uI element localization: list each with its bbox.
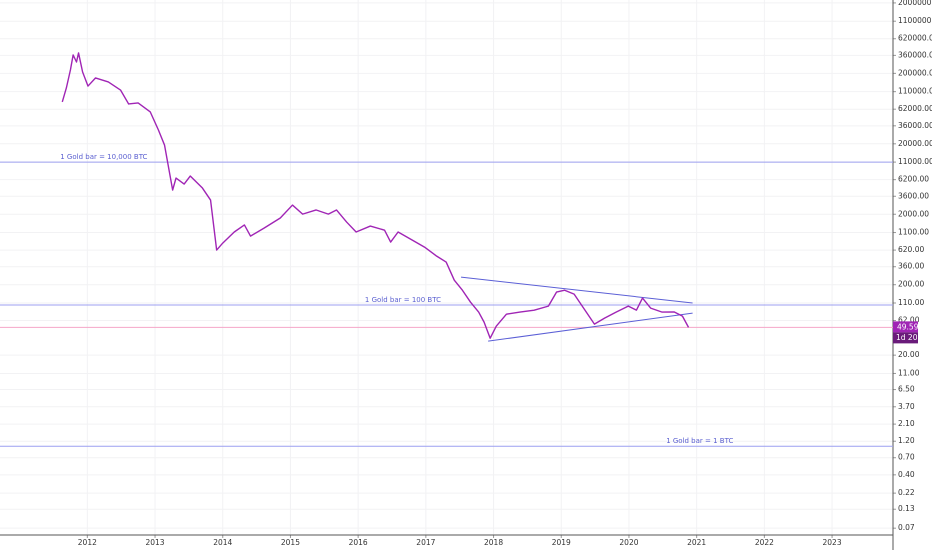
annotation-label: 1 Gold bar = 1 BTC — [666, 437, 733, 445]
x-tick-label: 2022 — [755, 538, 774, 547]
x-tick-label: 2023 — [823, 538, 842, 547]
y-tick-label: 110000.00 — [898, 87, 932, 96]
y-tick-label: 620000.00 — [898, 34, 932, 43]
y-tick-label: 6.50 — [898, 385, 915, 394]
y-tick-label: 360000.00 — [898, 50, 932, 59]
x-tick-label: 2012 — [78, 538, 97, 547]
price-tag-label: 49.59 — [897, 322, 919, 331]
y-tick-label: 20.00 — [898, 350, 920, 359]
x-tick-label: 2020 — [619, 538, 638, 547]
x-tick-label: 2021 — [687, 538, 706, 547]
price-series — [61, 52, 690, 339]
y-tick-label: 360.00 — [898, 262, 924, 271]
y-tick-label: 11000.00 — [898, 157, 932, 166]
annotation-label: 1 Gold bar = 100 BTC — [365, 296, 441, 304]
y-tick-label: 200.00 — [898, 280, 924, 289]
y-tick-label: 20000.00 — [898, 139, 932, 148]
countdown-label: 1d 20h — [896, 333, 922, 342]
y-tick-label: 6200.00 — [898, 175, 929, 184]
y-tick-label: 0.70 — [898, 453, 915, 462]
annotation-label: 1 Gold bar = 10,000 BTC — [60, 153, 147, 161]
y-tick-label: 1100.00 — [898, 228, 929, 237]
countdown-tag — [893, 332, 918, 344]
y-tick-label: 110.00 — [898, 298, 924, 307]
y-tick-label: 62000.00 — [898, 104, 932, 113]
y-tick-label: 11.00 — [898, 368, 920, 377]
y-tick-label: 36000.00 — [898, 121, 932, 130]
trendline — [461, 276, 693, 304]
trendline — [488, 312, 693, 342]
x-tick-label: 2019 — [552, 538, 571, 547]
x-tick-label: 2017 — [416, 538, 435, 547]
y-tick-label: 1100000.00 — [898, 16, 932, 25]
y-tick-label: 3.70 — [898, 402, 915, 411]
y-tick-label: 2000.00 — [898, 209, 929, 218]
y-tick-label: 3600.00 — [898, 191, 929, 200]
y-tick-label: 62.00 — [898, 316, 920, 325]
x-tick-label: 2015 — [281, 538, 300, 547]
y-tick-label: 0.07 — [898, 523, 915, 532]
y-tick-label: 200000.00 — [898, 68, 932, 77]
y-tick-label: 2000000.00 — [898, 0, 932, 7]
y-tick-label: 0.22 — [898, 488, 915, 497]
y-tick-label: 2.10 — [898, 419, 915, 428]
y-tick-label: 0.13 — [898, 504, 915, 513]
y-tick-label: 1.20 — [898, 436, 915, 445]
x-tick-label: 2013 — [145, 538, 164, 547]
y-tick-label: 620.00 — [898, 245, 924, 254]
x-tick-label: 2014 — [213, 538, 232, 547]
x-tick-label: 2016 — [349, 538, 368, 547]
x-tick-label: 2018 — [484, 538, 503, 547]
price-tag — [893, 321, 918, 333]
y-tick-label: 0.40 — [898, 470, 915, 479]
